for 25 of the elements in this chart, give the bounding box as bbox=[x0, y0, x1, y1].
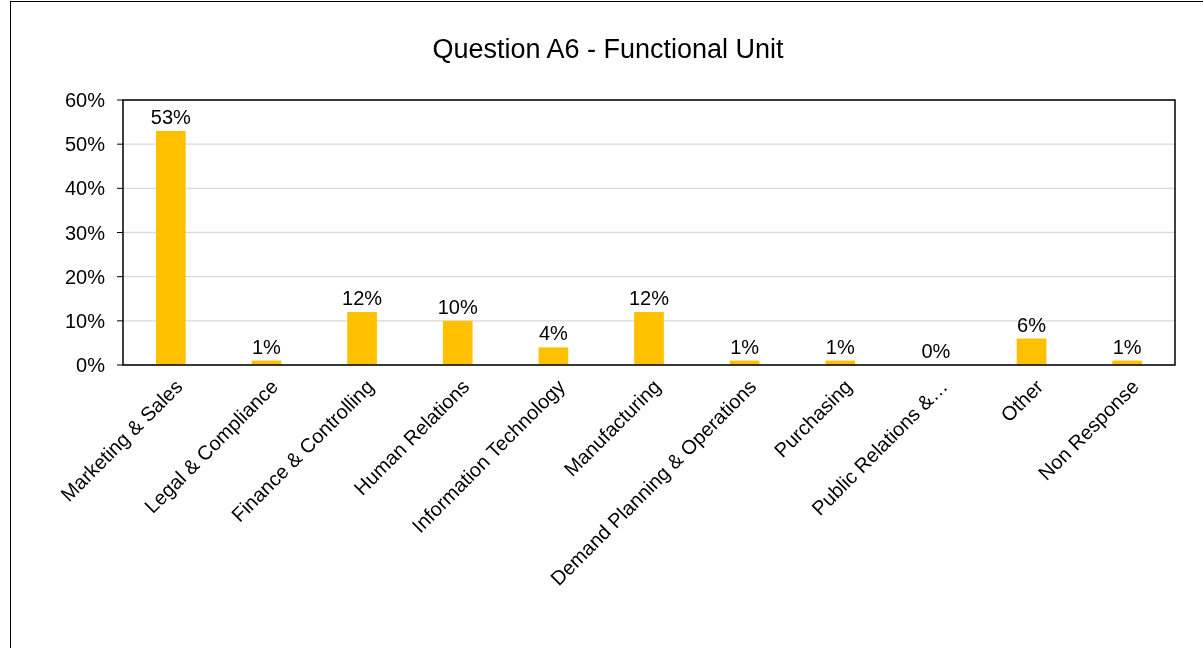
bar bbox=[347, 312, 377, 365]
y-tick-label: 60% bbox=[64, 89, 106, 111]
data-label: 12% bbox=[342, 287, 383, 309]
data-label: 1% bbox=[825, 335, 855, 358]
bar bbox=[442, 320, 473, 365]
y-tick-label: 50% bbox=[64, 133, 106, 156]
bar bbox=[1016, 338, 1047, 365]
data-label: 4% bbox=[538, 322, 569, 345]
bar bbox=[538, 347, 569, 365]
bar bbox=[634, 312, 664, 365]
y-tick-label: 10% bbox=[64, 309, 106, 332]
data-label: 1% bbox=[730, 335, 760, 358]
data-label: 0% bbox=[921, 340, 951, 362]
data-label: 10% bbox=[437, 295, 478, 318]
chart-title: Question A6 - Functional Unit bbox=[432, 34, 785, 64]
y-tick-label: 20% bbox=[64, 265, 106, 288]
data-label: 1% bbox=[1112, 335, 1142, 358]
data-label: 1% bbox=[252, 335, 282, 358]
data-label: 12% bbox=[628, 287, 670, 309]
data-label: 53% bbox=[150, 105, 192, 128]
bar bbox=[156, 130, 186, 365]
y-tick-label: 0% bbox=[76, 354, 106, 376]
data-label: 6% bbox=[1017, 313, 1047, 336]
y-tick-label: 30% bbox=[64, 221, 106, 244]
y-tick-label: 40% bbox=[64, 177, 106, 200]
